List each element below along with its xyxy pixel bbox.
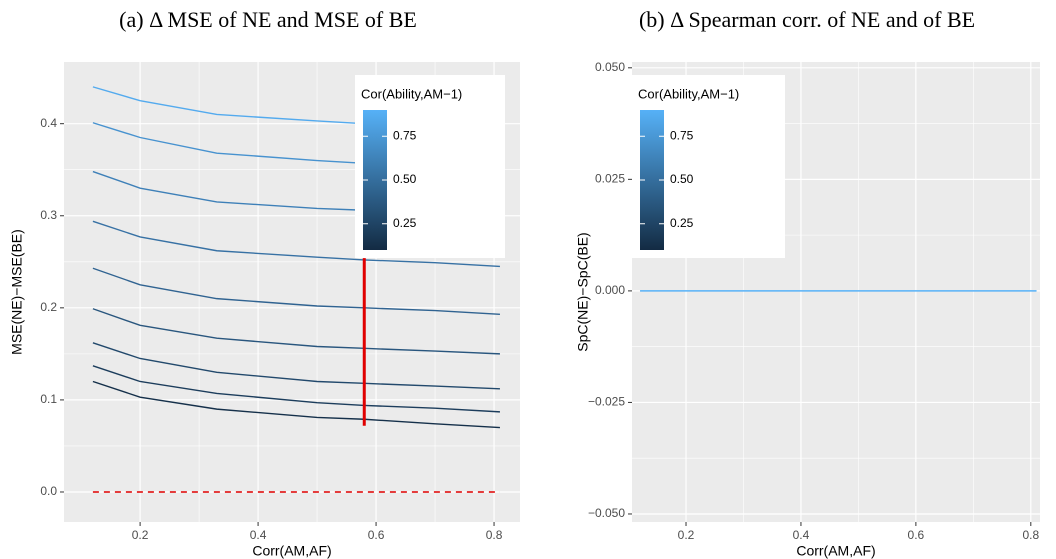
y-tick-label: 0.025: [595, 172, 625, 186]
y-tick-label: −0.050: [588, 506, 625, 520]
x-tick-label: 0.8: [486, 528, 503, 542]
x-tick-label: 0.6: [908, 528, 925, 542]
y-tick-label: 0.1: [40, 392, 57, 406]
y-tick-label: 0.0: [40, 484, 57, 498]
x-axis-title: Corr(AM,AF): [796, 543, 875, 559]
x-tick-label: 0.6: [368, 528, 385, 542]
y-axis-title: MSE(NE)−MSE(BE): [9, 229, 25, 355]
y-tick-label: 0.4: [40, 116, 57, 130]
data-line: [92, 365, 500, 413]
x-tick-label: 0.4: [793, 528, 810, 542]
colorbar-label: 0.50: [393, 172, 417, 186]
x-tick-label: 0.8: [1022, 528, 1039, 542]
legend-title: Cor(Ability,AM−1): [638, 86, 739, 101]
x-axis-title: Corr(AM,AF): [252, 543, 331, 559]
legend-title: Cor(Ability,AM−1): [361, 86, 462, 101]
panel-title: (a) Δ MSE of NE and MSE of BE: [119, 7, 417, 32]
data-line: [92, 267, 500, 315]
colorbar-label: 0.75: [393, 128, 417, 142]
colorbar-label: 0.50: [670, 172, 694, 186]
data-line: [92, 220, 500, 268]
colorbar-label: 0.25: [393, 216, 417, 230]
colorbar-label: 0.25: [670, 216, 694, 230]
data-line: [92, 380, 500, 429]
y-tick-label: 0.3: [40, 208, 57, 222]
data-line: [92, 342, 500, 390]
panel-title: (b) Δ Spearman corr. of NE and of BE: [639, 7, 975, 32]
y-tick-label: −0.025: [588, 395, 625, 409]
x-tick-label: 0.2: [678, 528, 695, 542]
x-tick-label: 0.2: [132, 528, 149, 542]
data-line: [92, 308, 500, 355]
y-tick-label: 0.2: [40, 300, 57, 314]
colorbar-label: 0.75: [670, 128, 694, 142]
y-tick-label: 0.000: [595, 283, 625, 297]
y-axis-title: SpC(NE)−SpC(BE): [575, 232, 591, 351]
x-tick-label: 0.4: [250, 528, 267, 542]
y-tick-label: 0.050: [595, 60, 625, 74]
